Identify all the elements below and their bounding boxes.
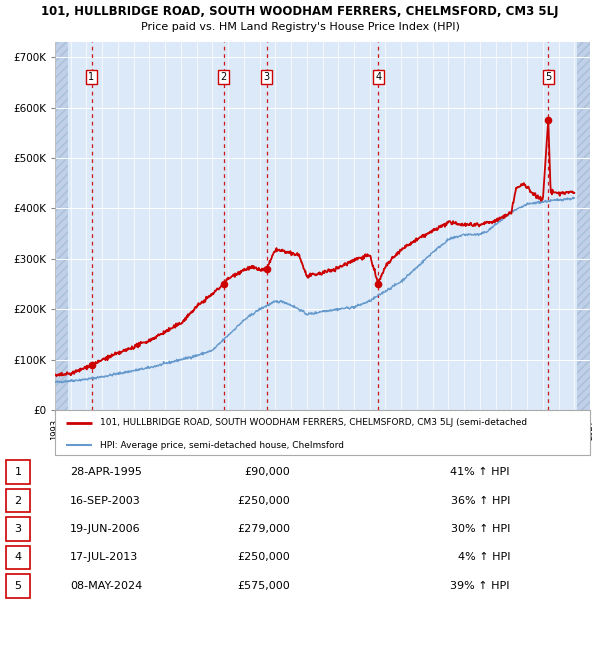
Text: 2: 2 [220, 72, 227, 82]
Text: £575,000: £575,000 [237, 581, 290, 591]
Text: 2: 2 [14, 495, 22, 506]
Text: £250,000: £250,000 [237, 495, 290, 506]
FancyBboxPatch shape [6, 546, 30, 569]
Text: 101, HULLBRIDGE ROAD, SOUTH WOODHAM FERRERS, CHELMSFORD, CM3 5LJ (semi-detached: 101, HULLBRIDGE ROAD, SOUTH WOODHAM FERR… [100, 418, 527, 427]
Text: 3: 3 [14, 524, 22, 534]
Text: 101, HULLBRIDGE ROAD, SOUTH WOODHAM FERRERS, CHELMSFORD, CM3 5LJ: 101, HULLBRIDGE ROAD, SOUTH WOODHAM FERR… [41, 5, 559, 18]
Text: 1: 1 [88, 72, 95, 82]
FancyBboxPatch shape [6, 460, 30, 484]
Text: 17-JUL-2013: 17-JUL-2013 [70, 552, 138, 562]
Text: 19-JUN-2006: 19-JUN-2006 [70, 524, 140, 534]
Text: £250,000: £250,000 [237, 552, 290, 562]
Text: £90,000: £90,000 [244, 467, 290, 477]
Text: 41% ↑ HPI: 41% ↑ HPI [451, 467, 510, 477]
Text: 5: 5 [14, 581, 22, 591]
Text: HPI: Average price, semi-detached house, Chelmsford: HPI: Average price, semi-detached house,… [100, 441, 344, 450]
Text: 4: 4 [14, 552, 22, 562]
Text: 28-APR-1995: 28-APR-1995 [70, 467, 142, 477]
Text: Price paid vs. HM Land Registry's House Price Index (HPI): Price paid vs. HM Land Registry's House … [140, 22, 460, 32]
Bar [55, 42, 68, 410]
Text: £279,000: £279,000 [237, 524, 290, 534]
Text: 5: 5 [545, 72, 551, 82]
Text: 1: 1 [14, 467, 22, 477]
Text: 39% ↑ HPI: 39% ↑ HPI [451, 581, 510, 591]
FancyBboxPatch shape [6, 489, 30, 512]
FancyBboxPatch shape [6, 574, 30, 597]
Text: 36% ↑ HPI: 36% ↑ HPI [451, 495, 510, 506]
FancyBboxPatch shape [6, 517, 30, 541]
Bar [577, 42, 590, 410]
Text: 4: 4 [375, 72, 381, 82]
Text: 4% ↑ HPI: 4% ↑ HPI [458, 552, 510, 562]
Text: 3: 3 [264, 72, 270, 82]
Text: 30% ↑ HPI: 30% ↑ HPI [451, 524, 510, 534]
Text: 08-MAY-2024: 08-MAY-2024 [70, 581, 142, 591]
Text: 16-SEP-2003: 16-SEP-2003 [70, 495, 141, 506]
